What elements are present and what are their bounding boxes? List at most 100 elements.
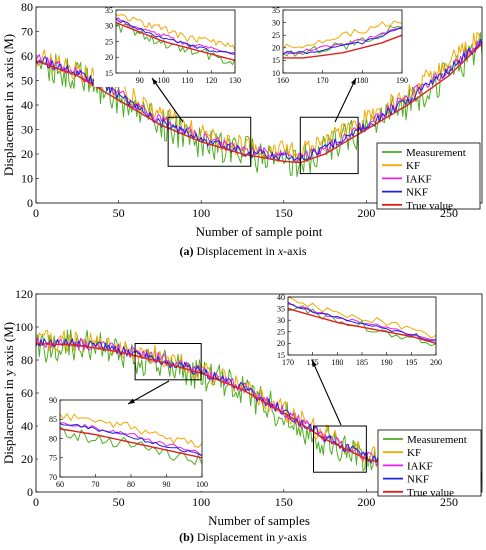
c0-inset1-x-tick-label: 120 — [205, 76, 217, 85]
c1-x-tick-label: 50 — [113, 495, 125, 509]
c1-inset2-y-tick-label: 20 — [277, 339, 285, 348]
c1-inset1-x-tick-label: 80 — [127, 480, 135, 489]
c0-inset2-series-measurement — [283, 25, 402, 57]
c0-x-tick-label: 100 — [192, 206, 210, 220]
c1-inset2-y-tick-label: 15 — [277, 351, 285, 360]
c1-inset2-x-tick-label: 200 — [430, 358, 442, 367]
c1-inset2-x-tick-label: 195 — [405, 358, 417, 367]
c0-inset2-series-group — [283, 20, 402, 59]
c1-y-tick-label: 100 — [15, 320, 33, 334]
caption-b-axis: y — [278, 530, 284, 544]
c0-series-true-value — [36, 43, 482, 164]
c0-inset1-series-kf — [116, 14, 235, 50]
c0-inset-2: 160 170 180 190 10 15 20 25 30 35 — [261, 6, 408, 87]
c0-inset1-x-tick-label: 100 — [158, 76, 170, 85]
c1-x-tick-label: 0 — [33, 495, 39, 509]
c1-inset2-y-tick-label: 30 — [277, 316, 285, 325]
c1-legend-box — [377, 429, 482, 497]
c1-inset2-x-tick-label: 190 — [381, 358, 393, 367]
c0-inset2-series-nkf — [283, 27, 402, 55]
c0-x-tick-label: 50 — [113, 206, 125, 220]
c0-inset2-y-tick-label: 25 — [272, 31, 280, 40]
c0-legend-label-measurement: Measurement — [406, 147, 466, 159]
caption-a-tail: -axis — [283, 244, 307, 258]
c0-inset1-series-group — [116, 14, 235, 66]
c1-legend-label-iakf: IAKF — [407, 460, 433, 472]
c0-y-tick-label: 0 — [27, 196, 33, 210]
c0-plot-frame — [35, 6, 483, 204]
c0-y-tick-label: 50 — [21, 74, 33, 88]
chart-x-displacement: 0 50 100 150 200 250 0 10 20 30 40 50 60 70 80 Number o… — [1, 0, 483, 239]
c1-inset2-series-kf — [288, 297, 436, 339]
c1-inset2-x-tick-label: 170 — [282, 358, 294, 367]
c0-zoom-box-2 — [299, 116, 359, 175]
c0-y-tick-label: 20 — [21, 147, 33, 161]
c1-inset1-y-tick-label: 90 — [49, 396, 57, 405]
c1-inset2-series-nkf — [288, 303, 436, 342]
c1-inset1-x-tick-label: 60 — [56, 480, 64, 489]
c1-inset1-series-group — [60, 413, 202, 466]
c0-x-tick-label: 0 — [33, 206, 39, 220]
c1-legend-label-nkf: NKF — [407, 474, 429, 486]
caption-a: (a) Displacement in x-axis — [0, 244, 486, 259]
c0-y-tick-label: 40 — [21, 98, 33, 112]
c0-series-nkf — [36, 38, 482, 162]
caption-b-label: (b) — [179, 530, 194, 544]
c0-x-axis-label: Number of sample point — [196, 224, 323, 239]
c0-y-tick-label: 10 — [21, 172, 33, 186]
c1-x-tick-label: 150 — [275, 495, 293, 509]
c1-y-tick-label: 60 — [21, 386, 33, 400]
c1-x-tick-label: 250 — [440, 495, 458, 509]
c0-inset2-y-tick-label: 10 — [272, 69, 280, 78]
caption-b: (b) Displacement in y-axis — [0, 530, 486, 545]
c1-inset1-series-nkf — [60, 423, 202, 456]
c1-inset1-y-tick-label: 80 — [49, 434, 57, 443]
c0-series-group — [36, 31, 482, 178]
c0-inset1-x-tick-label: 130 — [229, 76, 241, 85]
c1-x-tick-label: 200 — [357, 495, 375, 509]
c0-inset1-x-tick-label: 110 — [182, 76, 194, 85]
c0-legend-label-nkf: NKF — [406, 187, 428, 199]
c0-inset2-series-true-value — [283, 34, 402, 59]
c0-x-tick-label: 250 — [440, 206, 458, 220]
c1-zoom-arrowhead-2 — [312, 360, 317, 367]
c1-x-axis-label: Number of samples — [208, 513, 310, 528]
c0-y-tick-label: 70 — [21, 25, 33, 39]
c0-legend-label-true-value: True value — [406, 200, 453, 212]
c0-inset2-x-tick-label: 160 — [277, 76, 289, 85]
c0-x-tick-label: 200 — [357, 206, 375, 220]
c0-y-axis-label: Displacement in x axis (M) — [1, 34, 16, 176]
c0-inset2-x-tick-label: 180 — [356, 76, 368, 85]
c0-inset1-plot-frame — [115, 9, 236, 74]
c1-y-axis-label: Displacement in y axis (M) — [1, 322, 16, 464]
c0-inset1-y-tick-label: 20 — [105, 53, 113, 62]
c0-zoom-box-1 — [167, 116, 252, 167]
c0-inset1-y-tick-label: 15 — [105, 69, 113, 78]
c0-inset2-y-tick-label: 15 — [272, 56, 280, 65]
c0-inset1-y-tick-label: 35 — [105, 6, 113, 15]
caption-a-text: Displacement in — [193, 244, 278, 258]
c0-inset1-y-tick-label: 30 — [105, 22, 113, 31]
c1-inset1-x-tick-label: 90 — [163, 480, 171, 489]
c1-y-tick-label: 40 — [21, 419, 33, 433]
c0-inset2-y-tick-label: 20 — [272, 44, 280, 53]
c0-inset2-series-kf — [283, 20, 402, 49]
c0-inset2-plot-frame — [282, 9, 403, 74]
c0-zoom-arrow-1 — [151, 77, 184, 123]
c0-inset1-y-tick-label: 25 — [105, 37, 113, 46]
c1-inset1-series-true-value — [60, 428, 202, 459]
c1-y-tick-label: 0 — [27, 485, 33, 499]
c1-inset1-series-iakf — [60, 422, 202, 457]
c1-x-tick-label: 100 — [192, 495, 210, 509]
c1-inset2-series-group — [288, 297, 436, 347]
c1-inset1-y-tick-label: 85 — [49, 415, 57, 424]
c1-inset2-plot-area — [288, 297, 436, 355]
c0-x-tick-label: 150 — [275, 206, 293, 220]
c1-inset-2: 170175180185190195200152025303540 — [266, 293, 442, 369]
c0-inset-1: 90 100 110 120 130 15 20 25 30 35 — [94, 6, 241, 87]
c0-zoom-arrowhead-1 — [152, 78, 158, 85]
c0-inset2-x-tick-label: 170 — [317, 76, 329, 85]
c0-inset1-series-nkf — [116, 17, 235, 55]
c1-y-tick-label: 80 — [21, 353, 33, 367]
